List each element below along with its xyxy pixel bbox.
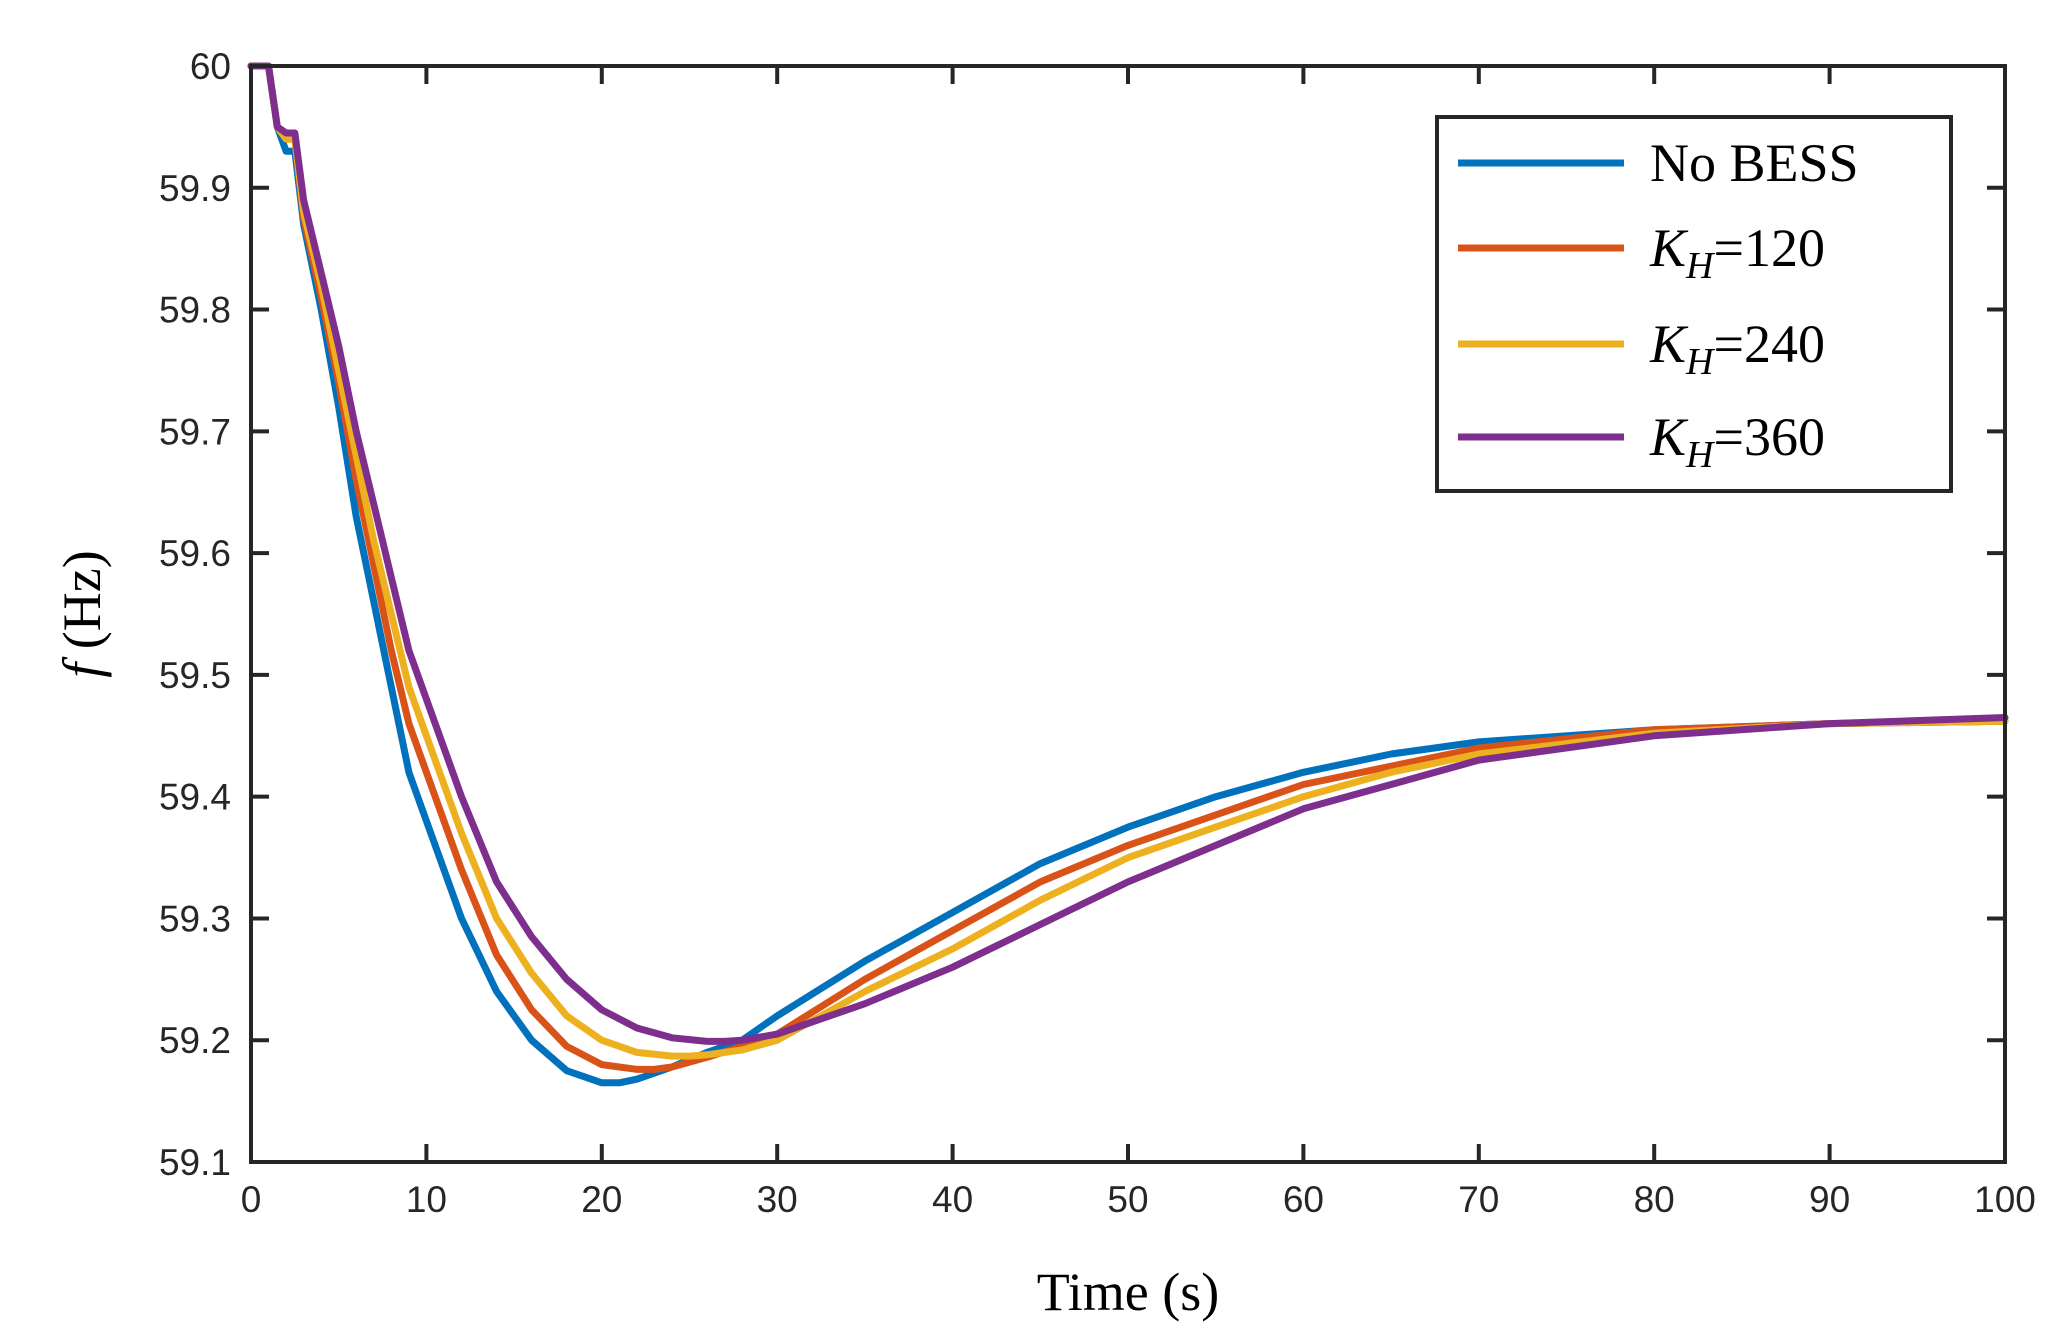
- legend-kh-360-tail: =360: [1713, 407, 1824, 467]
- legend-kh-240-tail: =240: [1713, 314, 1824, 374]
- x-tick-labels: 0 10 20 30 40 50 60 70 80 90 100: [241, 1179, 2036, 1220]
- x-tick-label: 50: [1107, 1179, 1148, 1220]
- legend-label-kh-120: KH=120: [1649, 218, 1825, 287]
- legend-label-no-bess: No BESS: [1650, 133, 1859, 193]
- series-line-3: [247, 62, 2009, 1045]
- y-tick-label: 59.6: [159, 533, 231, 574]
- y-axis-unit: (Hz): [52, 550, 112, 662]
- legend-kh-240-main: K: [1649, 314, 1689, 374]
- legend-entry-no-bess: No BESS: [1458, 133, 1859, 193]
- y-axis-title: f (Hz): [52, 550, 112, 677]
- x-tick-label: 70: [1458, 1179, 1499, 1220]
- legend-entry-kh-360: KH=360: [1458, 407, 1825, 476]
- legend-kh-120-tail: =120: [1713, 218, 1824, 278]
- legend: No BESS KH=120 KH=240 KH=360: [1435, 115, 1953, 493]
- y-tick-label: 59.8: [159, 290, 231, 331]
- legend-label-kh-240: KH=240: [1649, 314, 1825, 383]
- plot-frame: [249, 64, 2007, 1164]
- y-tick-label: 59.9: [159, 168, 231, 209]
- legend-kh-120-sub: H: [1685, 245, 1716, 287]
- x-tick-label: 100: [1974, 1179, 2036, 1220]
- x-tick-label: 90: [1809, 1179, 1850, 1220]
- y-tick-label: 59.7: [159, 411, 231, 452]
- legend-kh-120-main: K: [1649, 218, 1689, 278]
- x-axis-title: Time (s): [1037, 1262, 1220, 1322]
- y-tick-label: 60: [190, 46, 231, 87]
- tick-layer: [249, 64, 2007, 1164]
- legend-entry-kh-120: KH=120: [1458, 218, 1825, 287]
- x-tick-label: 30: [757, 1179, 798, 1220]
- legend-kh-360-sub: H: [1685, 434, 1716, 476]
- y-tick-label: 59.4: [159, 777, 231, 818]
- x-tick-label: 0: [241, 1179, 262, 1220]
- y-tick-label: 59.3: [159, 898, 231, 939]
- y-tick-label: 59.5: [159, 655, 231, 696]
- legend-label-kh-360: KH=360: [1649, 407, 1825, 476]
- legend-kh-240-sub: H: [1685, 341, 1716, 383]
- legend-box: [1435, 115, 1953, 493]
- x-tick-label: 60: [1283, 1179, 1324, 1220]
- x-tick-label: 40: [932, 1179, 973, 1220]
- x-tick-label: 80: [1634, 1179, 1675, 1220]
- legend-kh-360-main: K: [1649, 407, 1689, 467]
- x-tick-label: 10: [406, 1179, 447, 1220]
- y-tick-label: 59.2: [159, 1020, 231, 1061]
- y-tick-label: 59.1: [159, 1142, 231, 1183]
- legend-entry-kh-240: KH=240: [1458, 314, 1825, 383]
- x-tick-label: 20: [581, 1179, 622, 1220]
- series-layer: [247, 62, 2009, 1087]
- y-tick-labels: 59.1 59.2 59.3 59.4 59.5 59.6 59.7 59.8 59.9 60: [159, 46, 231, 1183]
